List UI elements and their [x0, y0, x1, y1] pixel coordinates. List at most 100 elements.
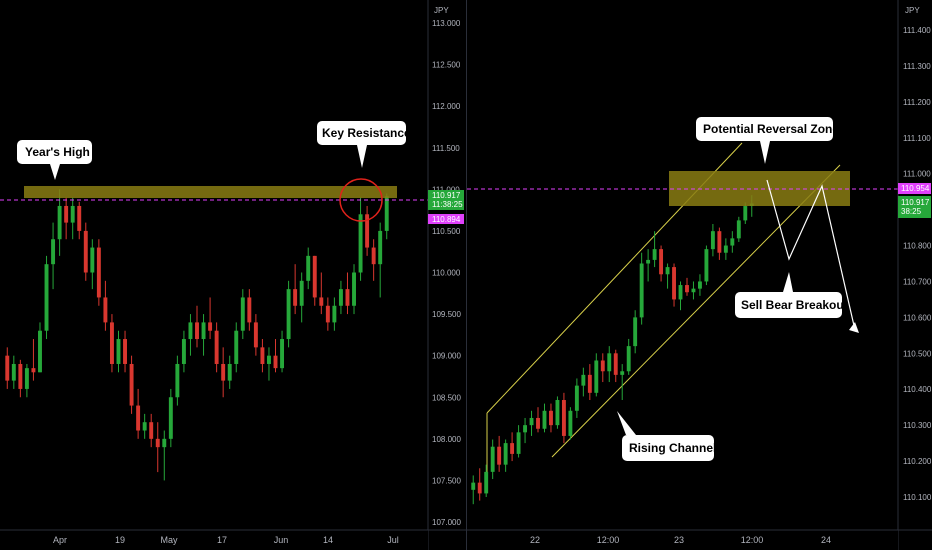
candle-body [247, 297, 252, 323]
left-time-axis[interactable]: Apr 19 May 17 Jun 14 Jul [0, 529, 466, 550]
candle-body [332, 305, 337, 323]
price-tick-label: 108.500 [432, 393, 461, 402]
key-resistance-circle [339, 178, 383, 222]
candle-body [299, 280, 304, 306]
time-tick-label: 17 [217, 535, 227, 545]
candle-body [142, 422, 147, 431]
candle-body [201, 322, 206, 340]
candle-body [620, 371, 625, 375]
candle-body [260, 347, 265, 364]
candle-body [529, 417, 534, 426]
candle-body [44, 264, 49, 331]
svg-text:38:25: 38:25 [901, 207, 922, 216]
time-tick-label: Jul [387, 535, 399, 545]
svg-text:Sell Bear Breakout: Sell Bear Breakout [741, 298, 848, 312]
candle-body [691, 288, 696, 293]
candle-body [555, 400, 560, 426]
candle-body [730, 238, 735, 246]
price-tick-label: 111.500 [432, 144, 460, 153]
candle-body [710, 231, 715, 250]
right-last-price-label: 110.917 38:25 [898, 196, 931, 218]
price-tick-label: 111.000 [903, 170, 931, 179]
candle-body [5, 355, 10, 381]
left-alert-price-label: 110.894 [428, 214, 464, 224]
price-tick-label: 107.500 [432, 476, 461, 485]
candle-body [11, 363, 16, 381]
candle-body [672, 267, 676, 300]
candle-body [214, 330, 219, 364]
price-tick-label: 108.000 [432, 435, 461, 444]
price-tick-label: 110.200 [903, 457, 932, 466]
right-price-axis[interactable]: JPY 111.400 111.300 111.200 111.100 111.000 1… [897, 0, 932, 550]
candle-body [477, 482, 482, 494]
svg-text:Year's High: Year's High [25, 145, 90, 159]
panel-divider[interactable] [466, 0, 467, 550]
left-chart-panel[interactable]: Year's High Key Resistance JPY 113.000 11… [0, 0, 466, 550]
time-tick-label: 22 [530, 535, 540, 545]
price-tick-label: 107.000 [432, 518, 461, 527]
candle-body [338, 289, 343, 306]
candle-body [626, 346, 631, 372]
left-price-axis[interactable]: JPY 113.000112.500112.000111.500111.0001… [427, 0, 466, 550]
candle-body [594, 360, 599, 393]
left-chart-canvas[interactable]: Year's High Key Resistance JPY 113.000 11… [0, 0, 466, 550]
candle-body [345, 289, 350, 306]
right-chart-panel[interactable]: Potential Reversal Zone Sell Bear Breako… [467, 0, 932, 550]
key-resistance-callout: Key Resistance [317, 121, 411, 168]
candle-body [607, 353, 612, 372]
price-tick-label: 110.500 [432, 227, 461, 236]
candle-body [31, 368, 36, 373]
price-tick-label: 109.500 [432, 310, 461, 319]
candle-body [685, 285, 689, 293]
candle-body [497, 446, 502, 465]
candle-body [77, 205, 82, 231]
candle-body [490, 446, 495, 472]
candle-body [188, 322, 193, 340]
time-tick-label: 14 [323, 535, 333, 545]
price-tick-label: 110.500 [903, 349, 932, 358]
time-tick-label: Jun [274, 535, 289, 545]
right-alert-price-label: 110.954 [898, 183, 931, 194]
candle-body [286, 289, 291, 340]
right-time-axis[interactable]: 22 12:00 23 12:00 24 [467, 529, 932, 550]
candle-body [109, 322, 114, 364]
svg-text:110.917: 110.917 [432, 191, 461, 200]
price-tick-label: 112.000 [432, 102, 461, 111]
candle-body [253, 322, 258, 348]
candle-body [136, 405, 141, 431]
candle-body [516, 432, 521, 454]
candle-body [723, 245, 728, 253]
price-tick-label: 110.100 [903, 493, 932, 502]
candle-body [273, 355, 278, 369]
candle-body [155, 438, 160, 448]
svg-text:110.917: 110.917 [901, 198, 930, 207]
candle-body [743, 206, 748, 221]
price-tick-label: 110.800 [903, 242, 932, 251]
candle-body [90, 247, 95, 273]
candle-body [240, 297, 245, 331]
candle-body [175, 363, 180, 398]
price-tick-label: 110.400 [903, 385, 932, 394]
candle-body [208, 322, 213, 331]
candle-body [70, 205, 75, 223]
candle-body [319, 297, 324, 306]
candle-body [103, 297, 108, 323]
candle-body [678, 285, 683, 300]
bear-breakout-projection [766, 179, 859, 333]
right-chart-canvas[interactable]: Potential Reversal Zone Sell Bear Breako… [467, 0, 932, 550]
candle-body [325, 305, 330, 323]
svg-text:11:38:25: 11:38:25 [432, 200, 463, 209]
svg-text:Potential Reversal Zone: Potential Reversal Zone [703, 122, 839, 136]
candle-body [221, 363, 226, 381]
svg-text:110.894: 110.894 [432, 215, 461, 224]
candle-body [123, 339, 127, 364]
price-tick-label: 110.300 [903, 421, 932, 430]
time-tick-label: 12:00 [741, 535, 764, 545]
candle-body [227, 363, 232, 381]
candle-body [267, 355, 271, 364]
svg-text:Rising Channel: Rising Channel [629, 441, 716, 455]
candle-body [162, 438, 167, 448]
candle-body [698, 281, 702, 289]
candle-body [149, 422, 154, 439]
candle-body [306, 255, 311, 281]
